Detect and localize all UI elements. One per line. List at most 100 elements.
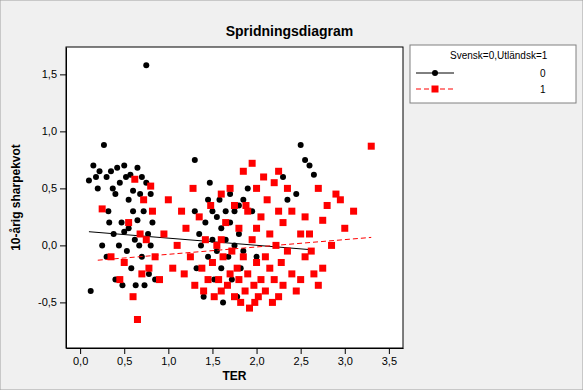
point [271, 179, 278, 186]
tick-label: 3,0 [338, 355, 353, 367]
tick: 1,5 [42, 68, 66, 80]
point [104, 174, 110, 180]
point [257, 213, 264, 220]
point [149, 208, 156, 215]
point [315, 282, 322, 289]
x-axis: 0,00,51,01,52,02,53,03,5 [67, 348, 404, 367]
point [97, 168, 103, 174]
point [251, 299, 258, 306]
point [99, 242, 105, 248]
point [145, 265, 152, 272]
point [182, 225, 189, 232]
point [119, 282, 125, 288]
legend-title: Svensk=0,Utländsk=1 [450, 50, 548, 61]
point [124, 248, 130, 254]
tick: 2,5 [294, 348, 309, 367]
point [315, 185, 322, 192]
point [222, 219, 229, 226]
tick-mark [60, 74, 66, 75]
tick-label: 2,5 [294, 355, 309, 367]
point [284, 197, 290, 203]
tick-mark [168, 348, 169, 354]
point [280, 282, 287, 289]
point [121, 259, 128, 266]
chart: 0,00,51,01,52,02,53,03,5-0,50,00,51,01,5… [0, 0, 583, 390]
point [232, 208, 238, 214]
point [284, 185, 291, 192]
legend-item: 0 [416, 68, 546, 79]
point [293, 287, 300, 294]
point [202, 220, 208, 226]
point [337, 196, 344, 203]
point [116, 276, 123, 283]
point [137, 191, 143, 197]
tick-mark [257, 348, 258, 354]
point [209, 259, 216, 266]
tick-label: 0,0 [42, 239, 57, 251]
tick-label: 1,5 [42, 68, 57, 80]
point [288, 270, 295, 277]
point [90, 163, 96, 169]
point [140, 196, 147, 203]
point [242, 202, 249, 209]
point [169, 265, 176, 272]
legend: Svensk=0,Utländsk=1 0 1 [410, 45, 576, 103]
point [147, 183, 154, 190]
point [275, 168, 282, 175]
point [205, 276, 212, 283]
tick: 3,0 [338, 348, 353, 367]
point [275, 208, 282, 215]
point [229, 277, 235, 283]
tick-mark [212, 348, 213, 354]
point [152, 253, 159, 260]
point [224, 282, 231, 289]
point [119, 220, 125, 226]
fit-line [98, 237, 371, 260]
legend-marker [432, 86, 439, 93]
point [126, 197, 132, 203]
point [293, 191, 299, 197]
point [262, 253, 269, 260]
point [148, 242, 154, 248]
point [126, 225, 132, 231]
point [134, 165, 140, 171]
point [297, 230, 304, 237]
point [250, 282, 257, 289]
point [310, 270, 317, 277]
point [240, 197, 246, 203]
point [319, 217, 326, 224]
point [214, 214, 220, 220]
point [236, 231, 242, 237]
point [306, 163, 312, 169]
point [207, 202, 214, 209]
point [271, 276, 278, 283]
point [218, 225, 224, 231]
point [350, 208, 357, 215]
point [139, 174, 145, 180]
point [223, 208, 229, 214]
point [264, 196, 271, 203]
tick: 0,0 [73, 348, 88, 367]
point [319, 265, 326, 272]
legend-item: 1 [416, 84, 546, 95]
plot-area [86, 62, 375, 323]
y-axis: -0,50,00,51,01,5 [38, 48, 66, 349]
tick: 1,0 [42, 125, 66, 137]
point [209, 208, 215, 214]
point [253, 225, 260, 232]
point [218, 236, 225, 243]
tick: 1,5 [205, 348, 220, 367]
legend-label: 1 [540, 84, 546, 95]
legend-box [410, 45, 576, 103]
point [88, 288, 94, 294]
point [128, 265, 134, 271]
plot-frame [66, 47, 403, 348]
point [306, 230, 313, 237]
point [160, 230, 167, 237]
legend-label: 0 [540, 68, 546, 79]
tick-mark [60, 188, 66, 189]
point [234, 265, 241, 272]
fit-line [89, 232, 314, 250]
point [143, 236, 150, 243]
point [156, 276, 163, 283]
